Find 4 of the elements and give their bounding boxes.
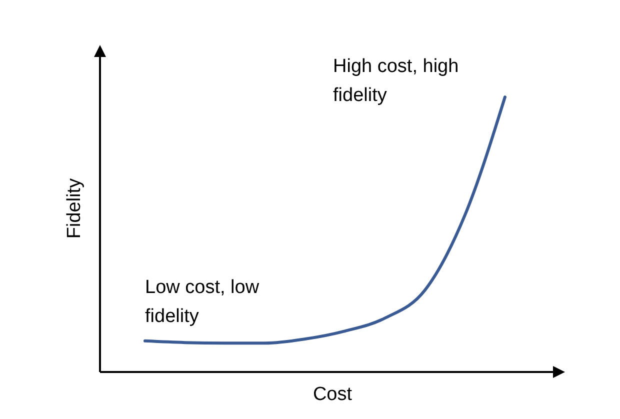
annotation: Low cost, low fidelity [145, 276, 260, 327]
annotation: High cost, high fidelity [333, 56, 459, 106]
x-axis-title: Cost [312, 384, 353, 405]
y-axis-title: Fidelity [64, 178, 85, 239]
